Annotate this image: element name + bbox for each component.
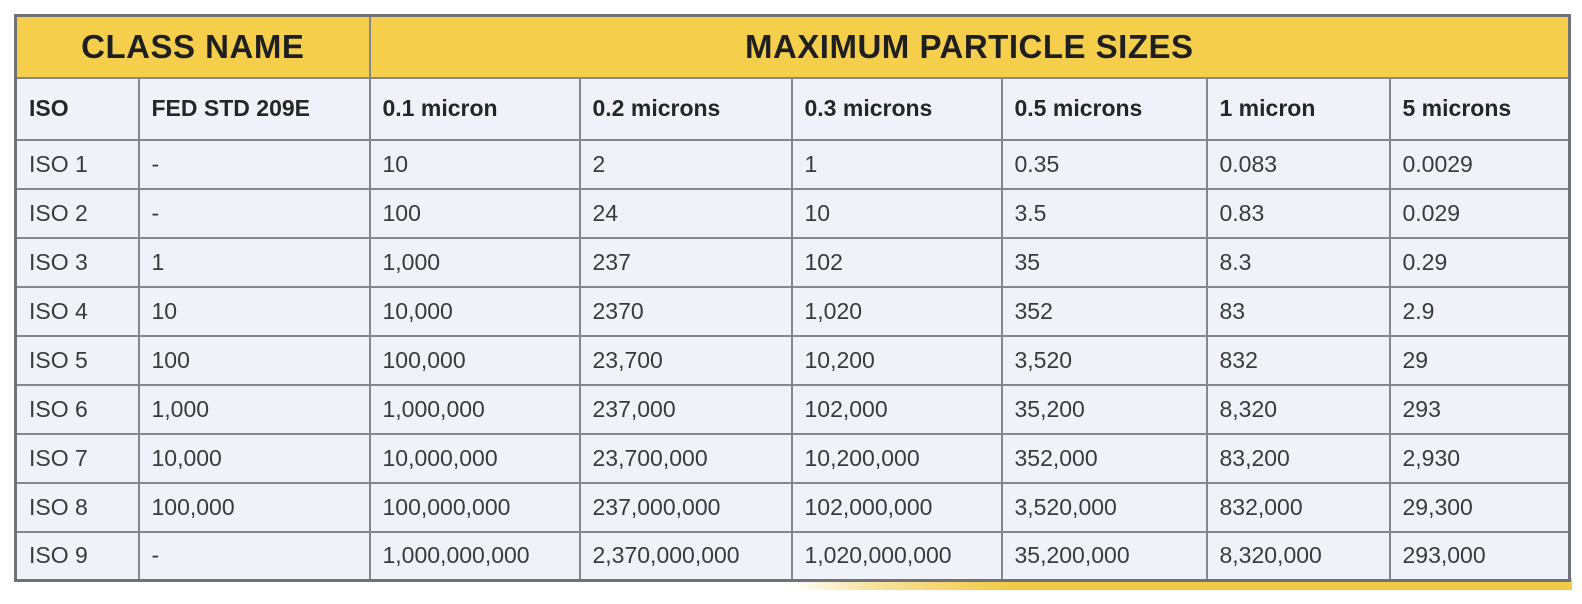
table-row-iso-6: ISO 6 1,000 1,000,000 237,000 102,000 35… xyxy=(14,383,1571,435)
cell: ISO 8 xyxy=(14,481,140,533)
cell: 102,000,000 xyxy=(790,481,1003,533)
cell: 2.9 xyxy=(1388,285,1571,337)
cell: 102,000 xyxy=(790,383,1003,435)
cell: 2370 xyxy=(578,285,793,337)
cell: 237 xyxy=(578,236,793,288)
cell: 2,930 xyxy=(1388,432,1571,484)
cell: 35,200 xyxy=(1000,383,1208,435)
column-header-0-1-micron: 0.1 micron xyxy=(368,76,581,141)
cell: 293,000 xyxy=(1388,530,1571,582)
cell: 10,200,000 xyxy=(790,432,1003,484)
cell: 0.83 xyxy=(1205,187,1391,239)
cell: ISO 3 xyxy=(14,236,140,288)
column-header-fed-std-209e: FED STD 209E xyxy=(137,76,371,141)
cell: 24 xyxy=(578,187,793,239)
cell: - xyxy=(137,530,371,582)
table-row-iso-3: ISO 3 1 1,000 237 102 35 8.3 0.29 xyxy=(14,236,1571,288)
cell: ISO 6 xyxy=(14,383,140,435)
cell: 1,000,000,000 xyxy=(368,530,581,582)
column-header-5-microns: 5 microns xyxy=(1388,76,1571,141)
column-header-1-micron: 1 micron xyxy=(1205,76,1391,141)
cell: 83,200 xyxy=(1205,432,1391,484)
cell: 1,020,000,000 xyxy=(790,530,1003,582)
cell: 1,000 xyxy=(368,236,581,288)
cell: 83 xyxy=(1205,285,1391,337)
cell: 10,000,000 xyxy=(368,432,581,484)
table-row-iso-9: ISO 9 - 1,000,000,000 2,370,000,000 1,02… xyxy=(14,530,1571,582)
table-row-iso-2: ISO 2 - 100 24 10 3.5 0.83 0.029 xyxy=(14,187,1571,239)
cell: 8.3 xyxy=(1205,236,1391,288)
cell: ISO 2 xyxy=(14,187,140,239)
cell: 100,000,000 xyxy=(368,481,581,533)
cell: 352 xyxy=(1000,285,1208,337)
cell: ISO 1 xyxy=(14,138,140,190)
cell: 23,700,000 xyxy=(578,432,793,484)
cell: 102 xyxy=(790,236,1003,288)
cell: ISO 4 xyxy=(14,285,140,337)
cell: 8,320,000 xyxy=(1205,530,1391,582)
cell: 3.5 xyxy=(1000,187,1208,239)
group-header-row: CLASS NAME MAXIMUM PARTICLE SIZES xyxy=(14,14,1571,79)
column-header-0-2-microns: 0.2 microns xyxy=(578,76,793,141)
cell: 10 xyxy=(790,187,1003,239)
cell: 100 xyxy=(137,334,371,386)
cell: 3,520 xyxy=(1000,334,1208,386)
cell: 2,370,000,000 xyxy=(578,530,793,582)
cell: 1 xyxy=(790,138,1003,190)
iso-cleanroom-class-table: CLASS NAME MAXIMUM PARTICLE SIZES ISO FE… xyxy=(14,14,1571,582)
cell: ISO 7 xyxy=(14,432,140,484)
cell: 1,000 xyxy=(137,383,371,435)
cell: 35 xyxy=(1000,236,1208,288)
cell: 237,000,000 xyxy=(578,481,793,533)
cell: 352,000 xyxy=(1000,432,1208,484)
cell: 10,200 xyxy=(790,334,1003,386)
cell: 1,000,000 xyxy=(368,383,581,435)
table-row-iso-7: ISO 7 10,000 10,000,000 23,700,000 10,20… xyxy=(14,432,1571,484)
cell: - xyxy=(137,187,371,239)
cell: 10,000 xyxy=(368,285,581,337)
column-header-row: ISO FED STD 209E 0.1 micron 0.2 microns … xyxy=(14,76,1571,141)
cell: 10 xyxy=(368,138,581,190)
cell: 237,000 xyxy=(578,383,793,435)
cell: 2 xyxy=(578,138,793,190)
cell: 100,000 xyxy=(368,334,581,386)
column-header-0-3-microns: 0.3 microns xyxy=(790,76,1003,141)
cell: 1,020 xyxy=(790,285,1003,337)
cell: 0.0029 xyxy=(1388,138,1571,190)
cell: - xyxy=(137,138,371,190)
group-header-max-particle-sizes: MAXIMUM PARTICLE SIZES xyxy=(368,14,1571,79)
table-row-iso-1: ISO 1 - 10 2 1 0.35 0.083 0.0029 xyxy=(14,138,1571,190)
cell: 0.29 xyxy=(1388,236,1571,288)
cell: 0.083 xyxy=(1205,138,1391,190)
cell: 0.35 xyxy=(1000,138,1208,190)
cell: 1 xyxy=(137,236,371,288)
cell: 35,200,000 xyxy=(1000,530,1208,582)
cell: ISO 9 xyxy=(14,530,140,582)
cell: 100,000 xyxy=(137,481,371,533)
cell: 832 xyxy=(1205,334,1391,386)
table-row-iso-4: ISO 4 10 10,000 2370 1,020 352 83 2.9 xyxy=(14,285,1571,337)
table-row-iso-8: ISO 8 100,000 100,000,000 237,000,000 10… xyxy=(14,481,1571,533)
group-header-class-name: CLASS NAME xyxy=(14,14,371,79)
column-header-iso: ISO xyxy=(14,76,140,141)
cell: 23,700 xyxy=(578,334,793,386)
cell: 29,300 xyxy=(1388,481,1571,533)
column-header-0-5-microns: 0.5 microns xyxy=(1000,76,1208,141)
table-row-iso-5: ISO 5 100 100,000 23,700 10,200 3,520 83… xyxy=(14,334,1571,386)
cell: 293 xyxy=(1388,383,1571,435)
cell: 29 xyxy=(1388,334,1571,386)
cell: 10,000 xyxy=(137,432,371,484)
cell: 0.029 xyxy=(1388,187,1571,239)
cell: 3,520,000 xyxy=(1000,481,1208,533)
cell: ISO 5 xyxy=(14,334,140,386)
cell: 10 xyxy=(137,285,371,337)
cell: 832,000 xyxy=(1205,481,1391,533)
cell: 8,320 xyxy=(1205,383,1391,435)
cell: 100 xyxy=(368,187,581,239)
